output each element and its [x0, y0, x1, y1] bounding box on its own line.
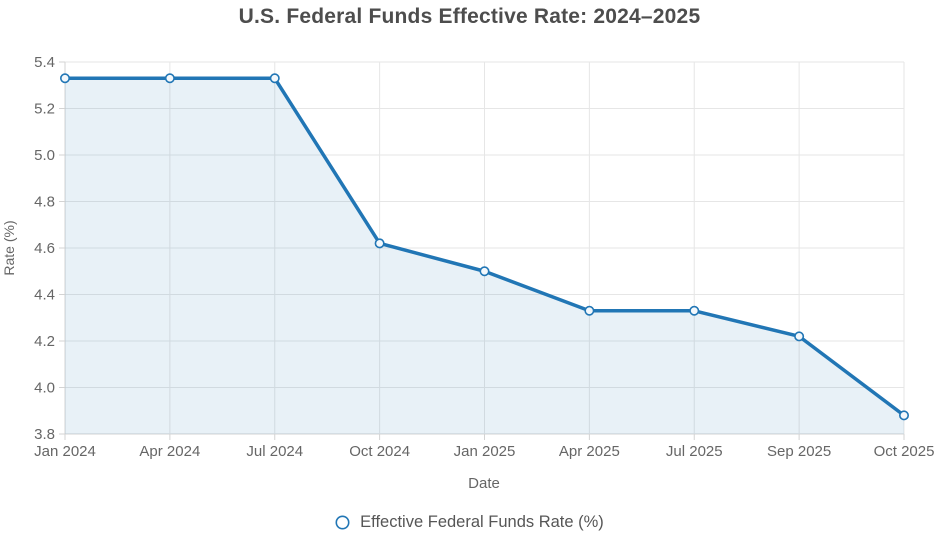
y-tick-label: 5.4: [34, 54, 55, 71]
data-point-marker: [689, 305, 700, 316]
x-tick-label: Oct 2024: [349, 443, 410, 460]
series-layer: [59, 73, 909, 435]
grid-layer: 3.8 4.0 4.2 4.4 4.6 4.8 5.0 5.2 5.4 Jan 2024 Apr 2…: [34, 54, 934, 460]
x-tick-label: Jul 2025: [666, 443, 723, 460]
line-chart: 3.8 4.0 4.2 4.4 4.6 4.8 5.0 5.2 5.4 Jan 2024 Apr 2…: [1, 54, 934, 492]
y-tick-label: 4.8: [34, 194, 55, 211]
y-axis-title: Rate (%): [1, 220, 17, 275]
x-tick-label: Apr 2025: [559, 443, 620, 460]
x-axis-title: Date: [468, 475, 500, 492]
x-tick-label: Jan 2025: [454, 443, 516, 460]
y-tick-label: 5.0: [34, 147, 55, 164]
legend-open-circle-icon: [335, 515, 350, 529]
legend-label: Effective Federal Funds Rate (%): [360, 512, 604, 531]
x-tick-label: Sep 2025: [767, 443, 831, 460]
data-point-marker: [164, 73, 175, 84]
data-point-marker: [479, 266, 490, 277]
x-tick-label: Jan 2024: [34, 443, 96, 460]
x-tick-label: Oct 2025: [874, 443, 935, 460]
legend-item[interactable]: Effective Federal Funds Rate (%): [0, 507, 939, 537]
chart-title: U.S. Federal Funds Effective Rate: 2024–…: [238, 5, 701, 28]
y-tick-label: 4.6: [34, 240, 55, 257]
area-fill: [65, 78, 904, 435]
data-point-marker: [59, 73, 70, 84]
x-tick-label: Apr 2024: [139, 443, 200, 460]
data-point-marker: [269, 73, 280, 84]
data-point-marker: [584, 305, 595, 316]
y-tick-label: 4.0: [34, 380, 55, 397]
x-tick-label: Jul 2024: [246, 443, 303, 460]
y-tick-label: 5.2: [34, 101, 55, 118]
data-point-marker: [374, 238, 385, 249]
y-tick-label: 4.4: [34, 287, 55, 304]
data-point-marker: [794, 331, 805, 342]
y-tick-label: 3.8: [34, 426, 55, 443]
data-point-marker: [898, 410, 909, 421]
y-tick-label: 4.2: [34, 333, 55, 350]
